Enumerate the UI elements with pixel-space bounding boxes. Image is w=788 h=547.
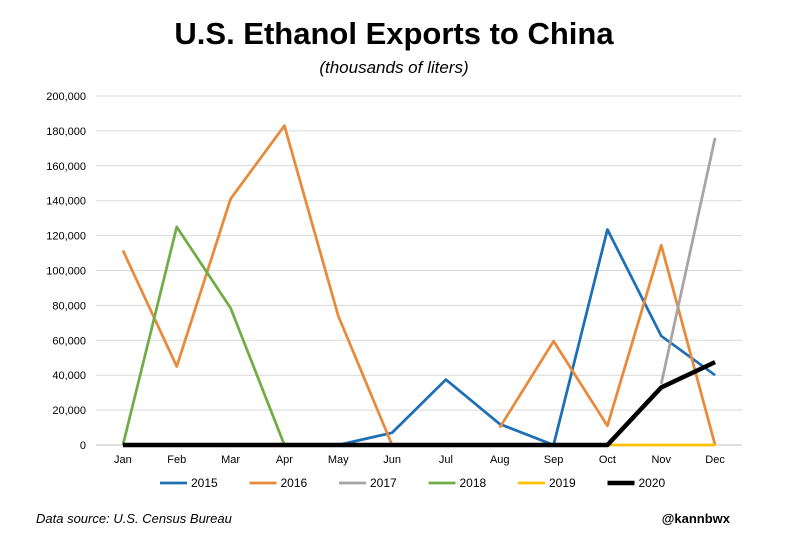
series-line-2020 xyxy=(122,360,717,448)
legend: 2015 2016 2017 2018 2019 2020 xyxy=(160,476,666,490)
series-line-2015 xyxy=(337,228,716,447)
series-line-2016 xyxy=(121,124,394,446)
y-tick-label: 40,000 xyxy=(52,370,86,382)
series-line-2017 xyxy=(659,137,717,385)
series-line-2018 xyxy=(121,225,286,446)
legend-label: 2018 xyxy=(460,476,487,490)
y-tick-label: 0 xyxy=(80,440,86,452)
y-tick-label: 180,000 xyxy=(46,126,86,138)
legend-label: 2017 xyxy=(370,476,397,490)
x-tick-label: Mar xyxy=(221,454,240,466)
legend-item-2016: 2016 xyxy=(249,476,308,490)
gridlines xyxy=(96,95,742,446)
legend-label: 2015 xyxy=(191,476,218,490)
legend-item-2017: 2017 xyxy=(339,476,397,490)
x-axis-tick-labels: Jan Feb Mar Apr May Jun Jul Aug Sep Oct Nov Dec xyxy=(114,454,725,466)
series-line-2016 xyxy=(498,243,717,446)
x-tick-label: Feb xyxy=(167,454,186,466)
y-tick-label: 120,000 xyxy=(46,231,86,243)
legend-item-2019: 2019 xyxy=(518,476,576,490)
legend-item-2015: 2015 xyxy=(160,476,218,490)
x-tick-label: Sep xyxy=(544,454,564,466)
x-tick-label: Jan xyxy=(114,454,132,466)
x-tick-label: Jul xyxy=(439,454,453,466)
y-tick-label: 200,000 xyxy=(46,91,86,103)
x-tick-label: May xyxy=(328,454,349,466)
y-tick-label: 100,000 xyxy=(46,266,86,278)
x-tick-label: Aug xyxy=(490,454,510,466)
y-tick-label: 140,000 xyxy=(46,196,86,208)
legend-label: 2020 xyxy=(639,476,666,490)
x-tick-label: Jun xyxy=(383,454,401,466)
y-axis-tick-labels: 0 20,000 40,000 60,000 80,000 100,000 120,000 1… xyxy=(46,91,86,452)
legend-label: 2016 xyxy=(281,476,308,490)
chart-subtitle: (thousands of liters) xyxy=(319,58,469,77)
chart-title: U.S. Ethanol Exports to China xyxy=(174,16,614,51)
y-tick-label: 160,000 xyxy=(46,161,86,173)
x-tick-label: Nov xyxy=(651,454,671,466)
series-lines xyxy=(121,124,717,448)
legend-item-2018: 2018 xyxy=(428,476,487,490)
x-tick-label: Apr xyxy=(276,454,293,466)
data-source-note: Data source: U.S. Census Bureau xyxy=(36,511,232,526)
legend-label: 2019 xyxy=(549,476,576,490)
y-tick-label: 80,000 xyxy=(52,300,86,312)
author-handle: @kannbwx xyxy=(661,511,730,526)
y-tick-label: 20,000 xyxy=(52,405,86,417)
legend-item-2020: 2020 xyxy=(607,476,666,490)
x-tick-label: Oct xyxy=(599,454,616,466)
y-tick-label: 60,000 xyxy=(52,335,86,347)
x-tick-label: Dec xyxy=(705,454,725,466)
